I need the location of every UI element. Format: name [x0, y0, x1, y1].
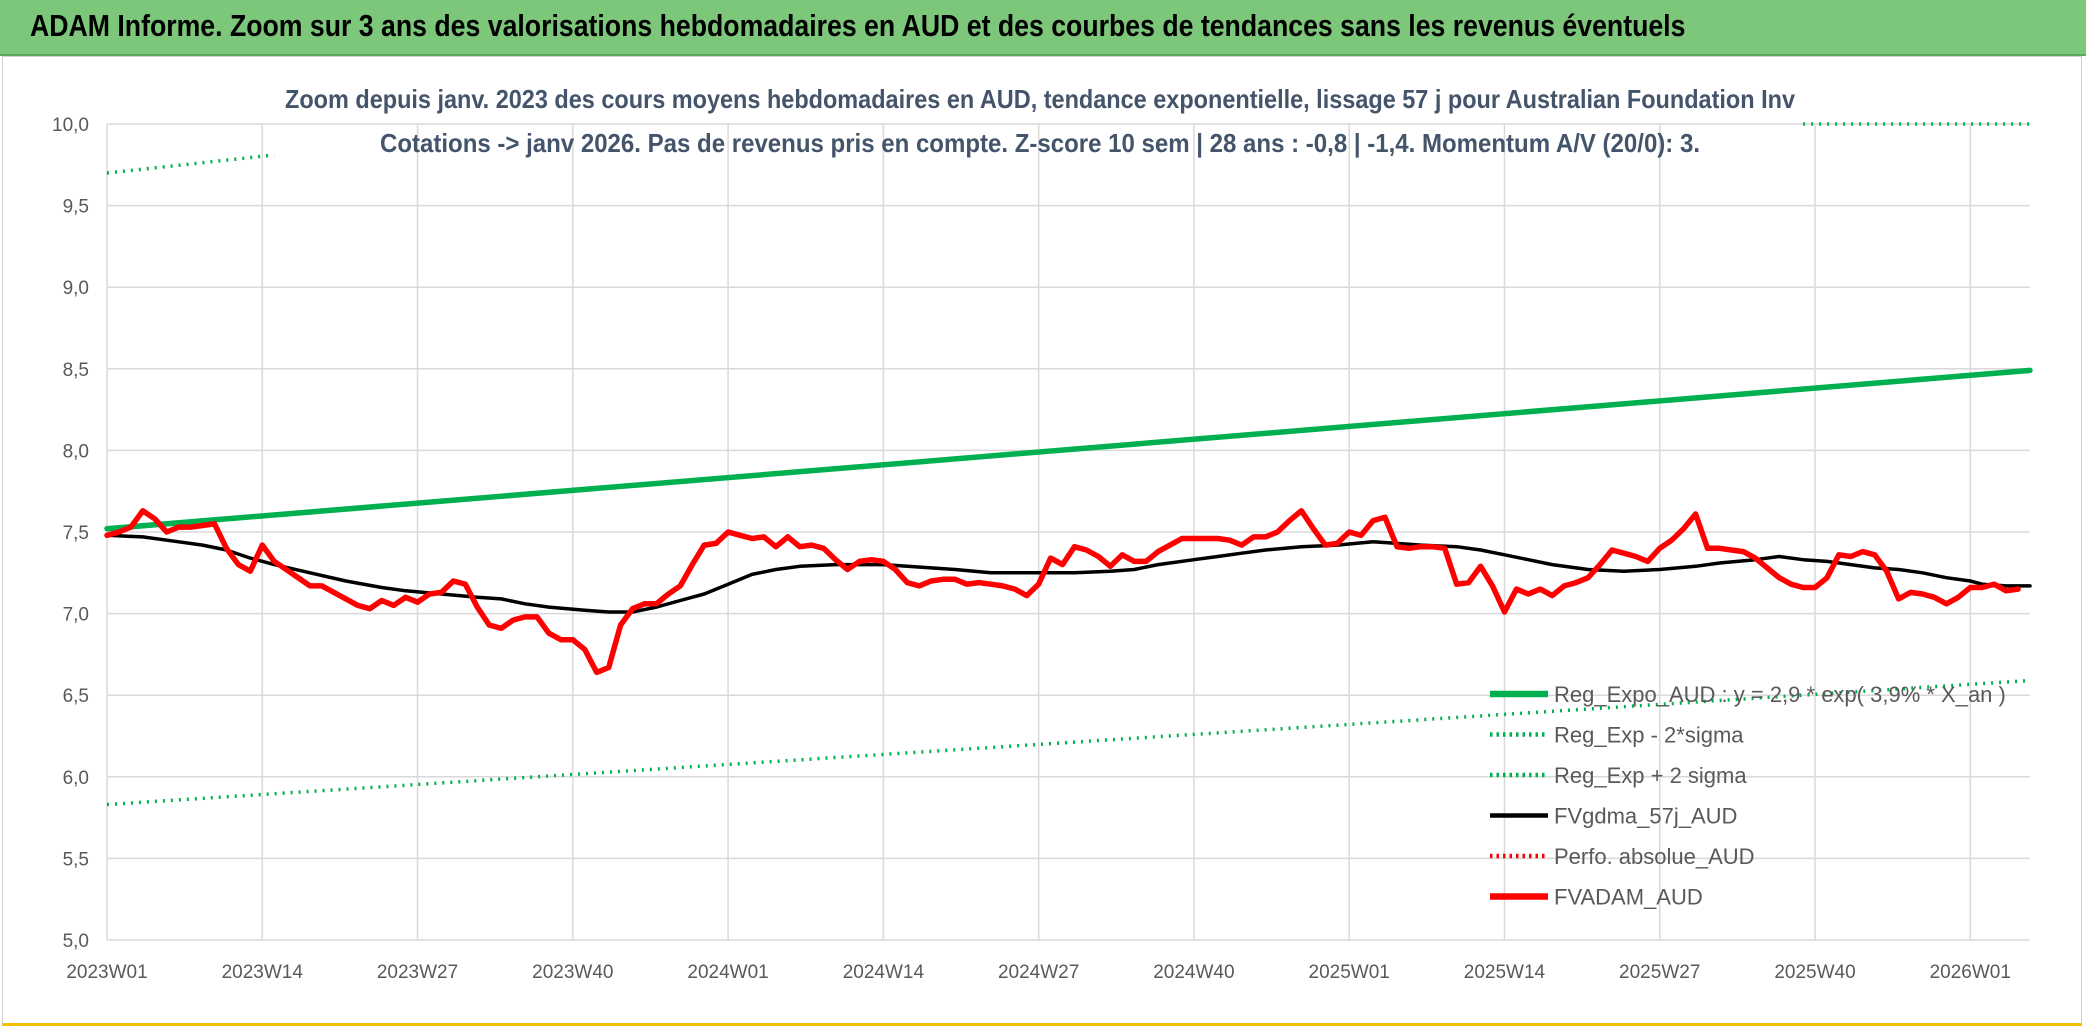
legend-label: Perfo. absolue_AUD — [1554, 844, 1755, 869]
chart-subtitle-line-1: Zoom depuis janv. 2023 des cours moyens … — [285, 84, 1795, 114]
legend-label: Reg_Exp + 2 sigma — [1554, 763, 1747, 788]
chart-subtitle-line-2: Cotations -> janv 2026. Pas de revenus p… — [380, 128, 1700, 158]
page-title: ADAM Informe. Zoom sur 3 ans des valoris… — [30, 8, 1686, 43]
x-tick-label: 2026W01 — [1930, 962, 2011, 983]
x-tick-label: 2025W40 — [1774, 962, 1855, 983]
y-tick-label: 8,0 — [63, 441, 89, 462]
title-banner: ADAM Informe. Zoom sur 3 ans des valoris… — [0, 0, 2086, 56]
axis-labels: 5,0 5,5 6,0 6,5 7,0 7,5 8,0 8,5 9,0 9,5 10,0 2023W0… — [52, 115, 2011, 983]
gridlines — [106, 123, 2030, 941]
x-tick-label: 2025W14 — [1464, 962, 1546, 983]
x-tick-label: 2025W27 — [1619, 962, 1700, 983]
chart-frame — [2, 56, 2082, 1026]
legend-label: FVgdma_57j_AUD — [1554, 804, 1737, 829]
y-tick-label: 7,0 — [63, 605, 89, 626]
y-tick-label: 7,5 — [63, 523, 89, 544]
y-tick-label: 5,5 — [63, 849, 89, 870]
y-tick-label: 9,5 — [63, 197, 89, 218]
y-tick-label: 8,5 — [63, 360, 89, 381]
series-line-0 — [104, 367, 2033, 532]
x-tick-label: 2024W27 — [998, 962, 1079, 983]
legend-label: Reg_Expo_AUD : y = 2,9 * exp( 3,9% * X_a… — [1554, 682, 2006, 707]
legend: Reg_Expo_AUD : y = 2,9 * exp( 3,9% * X_a… — [1490, 682, 2006, 910]
legend-label: Reg_Exp - 2*sigma — [1554, 723, 1744, 748]
x-tick-label: 2023W01 — [66, 962, 147, 983]
x-tick-label: 2025W01 — [1309, 962, 1390, 983]
series-line-1 — [106, 678, 2031, 807]
x-tick-label: 2023W14 — [222, 962, 304, 983]
x-tick-label: 2024W01 — [687, 962, 768, 983]
series-line-3 — [105, 533, 2032, 614]
x-tick-label: 2023W27 — [377, 962, 458, 983]
y-tick-label: 10,0 — [52, 115, 89, 136]
x-tick-label: 2023W40 — [532, 962, 613, 983]
legend-label: FVADAM_AUD — [1554, 885, 1703, 910]
y-tick-label: 6,0 — [63, 768, 89, 789]
y-tick-label: 9,0 — [63, 278, 89, 299]
series-lines — [104, 122, 2033, 807]
x-tick-label: 2024W40 — [1153, 962, 1234, 983]
x-tick-label: 2024W14 — [843, 962, 925, 983]
y-tick-label: 5,0 — [63, 931, 89, 952]
series-line-2 — [106, 153, 275, 175]
y-tick-label: 6,5 — [63, 686, 89, 707]
series-line-5 — [104, 508, 2021, 676]
